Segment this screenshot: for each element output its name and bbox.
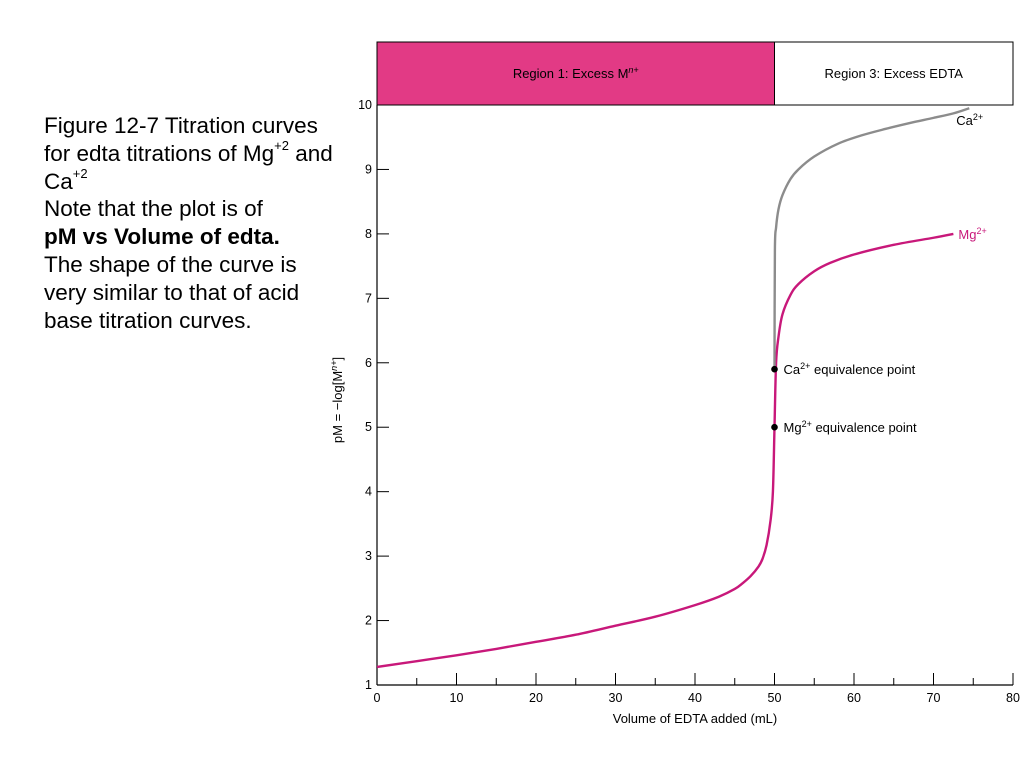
y-tick-label-3: 3 [365,549,372,563]
x-tick-label-30: 30 [609,691,623,705]
y-tick-label-9: 9 [365,162,372,176]
chart-series: Mg2+ Ca2+ [376,107,987,669]
caption-bold-note: pM vs Volume of edta. [44,224,280,250]
region-2-label: Region 3: Excess EDTA [825,66,964,81]
ca-equivalence-point-marker [771,365,778,373]
x-tick-label-50: 50 [768,691,782,705]
region-1-label: Region 1: Excess Mn+ [513,65,639,81]
mg-equivalence-point-label: Mg2+ equivalence point [784,419,918,435]
region-1-band [376,41,775,106]
caption-mg-charge: +2 [274,138,289,154]
mg-equivalence-point-marker [771,423,778,431]
y-tick-label-7: 7 [365,291,372,305]
caption-note: Note that the plot is of [44,196,263,222]
ca-curve [773,107,970,370]
x-tick-label-60: 60 [847,691,861,705]
x-tick-label-10: 10 [450,691,464,705]
x-tick-label-40: 40 [688,691,702,705]
figure-caption: Figure 12-7 Titration curves for edta ti… [44,112,334,334]
y-tick-label-8: 8 [365,227,372,241]
x-tick-label-80: 80 [1006,691,1020,705]
caption-intro: Figure 12-7 Titration curves for edta ti… [44,113,318,166]
x-axis-label: Volume of EDTA added (mL) [613,711,778,726]
mg-series-label: Mg2+ [958,226,986,242]
caption-rest: The shape of the curve is very similar t… [44,251,300,333]
x-tick-label-70: 70 [927,691,941,705]
y-tick-label-5: 5 [365,420,372,434]
ca-series-label: Ca2+ [956,112,983,128]
mg-curve [376,232,954,669]
caption-ca-charge: +2 [72,166,88,182]
y-tick-label-1: 1 [365,678,372,692]
x-tick-label-0: 0 [374,691,381,705]
ca-equivalence-point-label: Ca2+ equivalence point [784,361,916,377]
chart-annotations: Ca2+ equivalence point Mg2+ equivalence p… [771,361,917,435]
y-tick-label-2: 2 [365,614,372,628]
caption-intro-cont: and Ca [44,140,333,194]
y-tick-label-4: 4 [365,485,372,499]
y-tick-label-10: 10 [358,98,372,112]
x-tick-label-20: 20 [529,691,543,705]
y-axis-label: pM = −log[Mn+] [329,357,345,443]
region-bands: Region 1: Excess Mn+ Region 3: Excess EDT… [376,41,1014,106]
chart-axes: 1 2 3 4 5 6 7 8 9 10 0 10 20 30 40 50 60 70 80 Volume of ED… [329,98,1020,726]
y-tick-label-6: 6 [365,356,372,370]
